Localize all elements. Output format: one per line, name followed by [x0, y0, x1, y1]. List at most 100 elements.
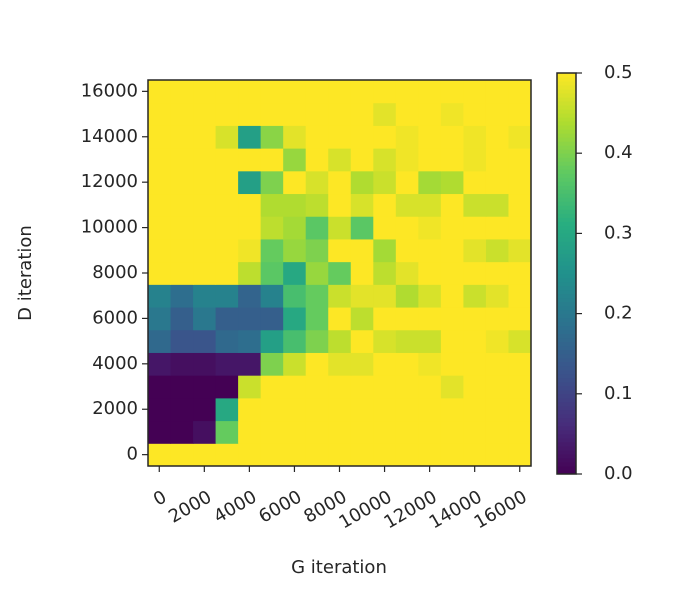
- heatmap-cell: [238, 352, 262, 376]
- heatmap-cell: [350, 148, 374, 172]
- colorbar-segment: [557, 321, 576, 327]
- heatmap-cell: [485, 238, 509, 263]
- heatmap-cell: [328, 420, 352, 444]
- heatmap-cell: [238, 397, 262, 422]
- heatmap-cell: [508, 375, 532, 399]
- heatmap-cell: [260, 148, 284, 172]
- heatmap-cell: [215, 352, 239, 376]
- heatmap-cell: [328, 352, 352, 376]
- heatmap-cell: [508, 352, 532, 376]
- heatmap-cell: [508, 307, 532, 331]
- heatmap-cell: [395, 216, 419, 240]
- colorbar-segment: [557, 453, 576, 459]
- colorbar-segment: [557, 149, 576, 154]
- heatmap-cell: [238, 125, 262, 149]
- colorbar-segment: [557, 133, 576, 138]
- colorbar-segment: [557, 201, 576, 206]
- heatmap-cell: [305, 397, 329, 422]
- colorbar-segment: [557, 337, 576, 343]
- heatmap-cell: [148, 397, 172, 422]
- heatmap-cell: [328, 193, 352, 217]
- heatmap-cell: [283, 125, 307, 149]
- colorbar-segment: [557, 353, 576, 359]
- heatmap-cell: [215, 170, 239, 195]
- heatmap-cell: [508, 443, 532, 467]
- heatmap-cell: [193, 261, 217, 285]
- heatmap-cell: [148, 238, 172, 263]
- colorbar-segment: [557, 181, 576, 186]
- heatmap-cell: [418, 148, 442, 172]
- heatmap-cell: [350, 80, 374, 104]
- colorbar-segment: [557, 85, 576, 90]
- heatmap-cell: [283, 170, 307, 195]
- heatmap-cell: [463, 148, 487, 172]
- heatmap-cell: [260, 125, 284, 149]
- heatmap-cell: [485, 80, 509, 104]
- heatmap-cell: [440, 307, 464, 331]
- colorbar-segment: [557, 89, 576, 94]
- heatmap-cell: [260, 443, 284, 467]
- y-tick-label: 8000: [92, 262, 138, 283]
- heatmap-cell: [328, 102, 352, 126]
- heatmap-cell: [170, 193, 194, 217]
- heatmap-cell: [305, 352, 329, 376]
- heatmap-cell: [350, 193, 374, 217]
- colorbar-segment: [557, 173, 576, 178]
- heatmap-cell: [328, 238, 352, 263]
- heatmap-cell: [305, 193, 329, 217]
- heatmap-cell: [395, 443, 419, 467]
- heatmap-cell: [485, 102, 509, 126]
- heatmap-cell: [170, 170, 194, 195]
- heatmap-cell: [193, 307, 217, 331]
- colorbar-frame: [556, 72, 577, 475]
- heatmap-cell: [440, 102, 464, 126]
- heatmap-cell: [350, 443, 374, 467]
- heatmap-cell: [485, 443, 509, 467]
- heatmap-cell: [170, 352, 194, 376]
- colorbar-segment: [557, 293, 576, 299]
- heatmap-cell: [215, 216, 239, 240]
- heatmap-cell: [350, 397, 374, 422]
- heatmap-cell: [350, 238, 374, 263]
- colorbar-tick-label: 0.5: [604, 62, 633, 83]
- heatmap-cell: [440, 216, 464, 240]
- heatmap-cell: [260, 193, 284, 217]
- heatmap-cell: [193, 148, 217, 172]
- y-tick-label: 4000: [92, 353, 138, 374]
- heatmap-cell: [283, 238, 307, 263]
- colorbar-segment: [557, 369, 576, 375]
- heatmap-cell: [508, 170, 532, 195]
- heatmap-cell: [463, 261, 487, 285]
- colorbar-segment: [557, 205, 576, 210]
- heatmap-cell: [508, 216, 532, 240]
- heatmap-cell: [238, 284, 262, 308]
- heatmap-cell: [463, 375, 487, 399]
- heatmap-cell: [283, 261, 307, 285]
- colorbar-segment: [557, 161, 576, 166]
- colorbar-segment: [557, 277, 576, 283]
- heatmap-cell: [440, 261, 464, 285]
- colorbar-segment: [557, 333, 576, 339]
- heatmap-cell: [260, 284, 284, 308]
- heatmap-cell: [193, 284, 217, 308]
- y-axis-label: D iteration: [15, 225, 36, 321]
- colorbar-segment: [557, 93, 576, 98]
- heatmap-cell: [418, 170, 442, 195]
- heatmap-cell: [350, 420, 374, 444]
- colorbar-tick-label: 0.3: [604, 222, 633, 243]
- heatmap-cell: [508, 397, 532, 422]
- heatmap-cell: [485, 193, 509, 217]
- heatmap-cell: [193, 352, 217, 376]
- heatmap-cell: [350, 307, 374, 331]
- heatmap-cell: [373, 284, 397, 308]
- heatmap-cell: [148, 284, 172, 308]
- colorbar-segment: [557, 265, 576, 270]
- heatmap-cell: [328, 148, 352, 172]
- colorbar-segment: [557, 269, 576, 274]
- heatmap-cell: [305, 329, 329, 353]
- heatmap-cell: [463, 238, 487, 263]
- heatmap-cell: [508, 125, 532, 149]
- colorbar-segment: [557, 257, 576, 262]
- heatmap-cell: [305, 125, 329, 149]
- heatmap-cell: [508, 102, 532, 126]
